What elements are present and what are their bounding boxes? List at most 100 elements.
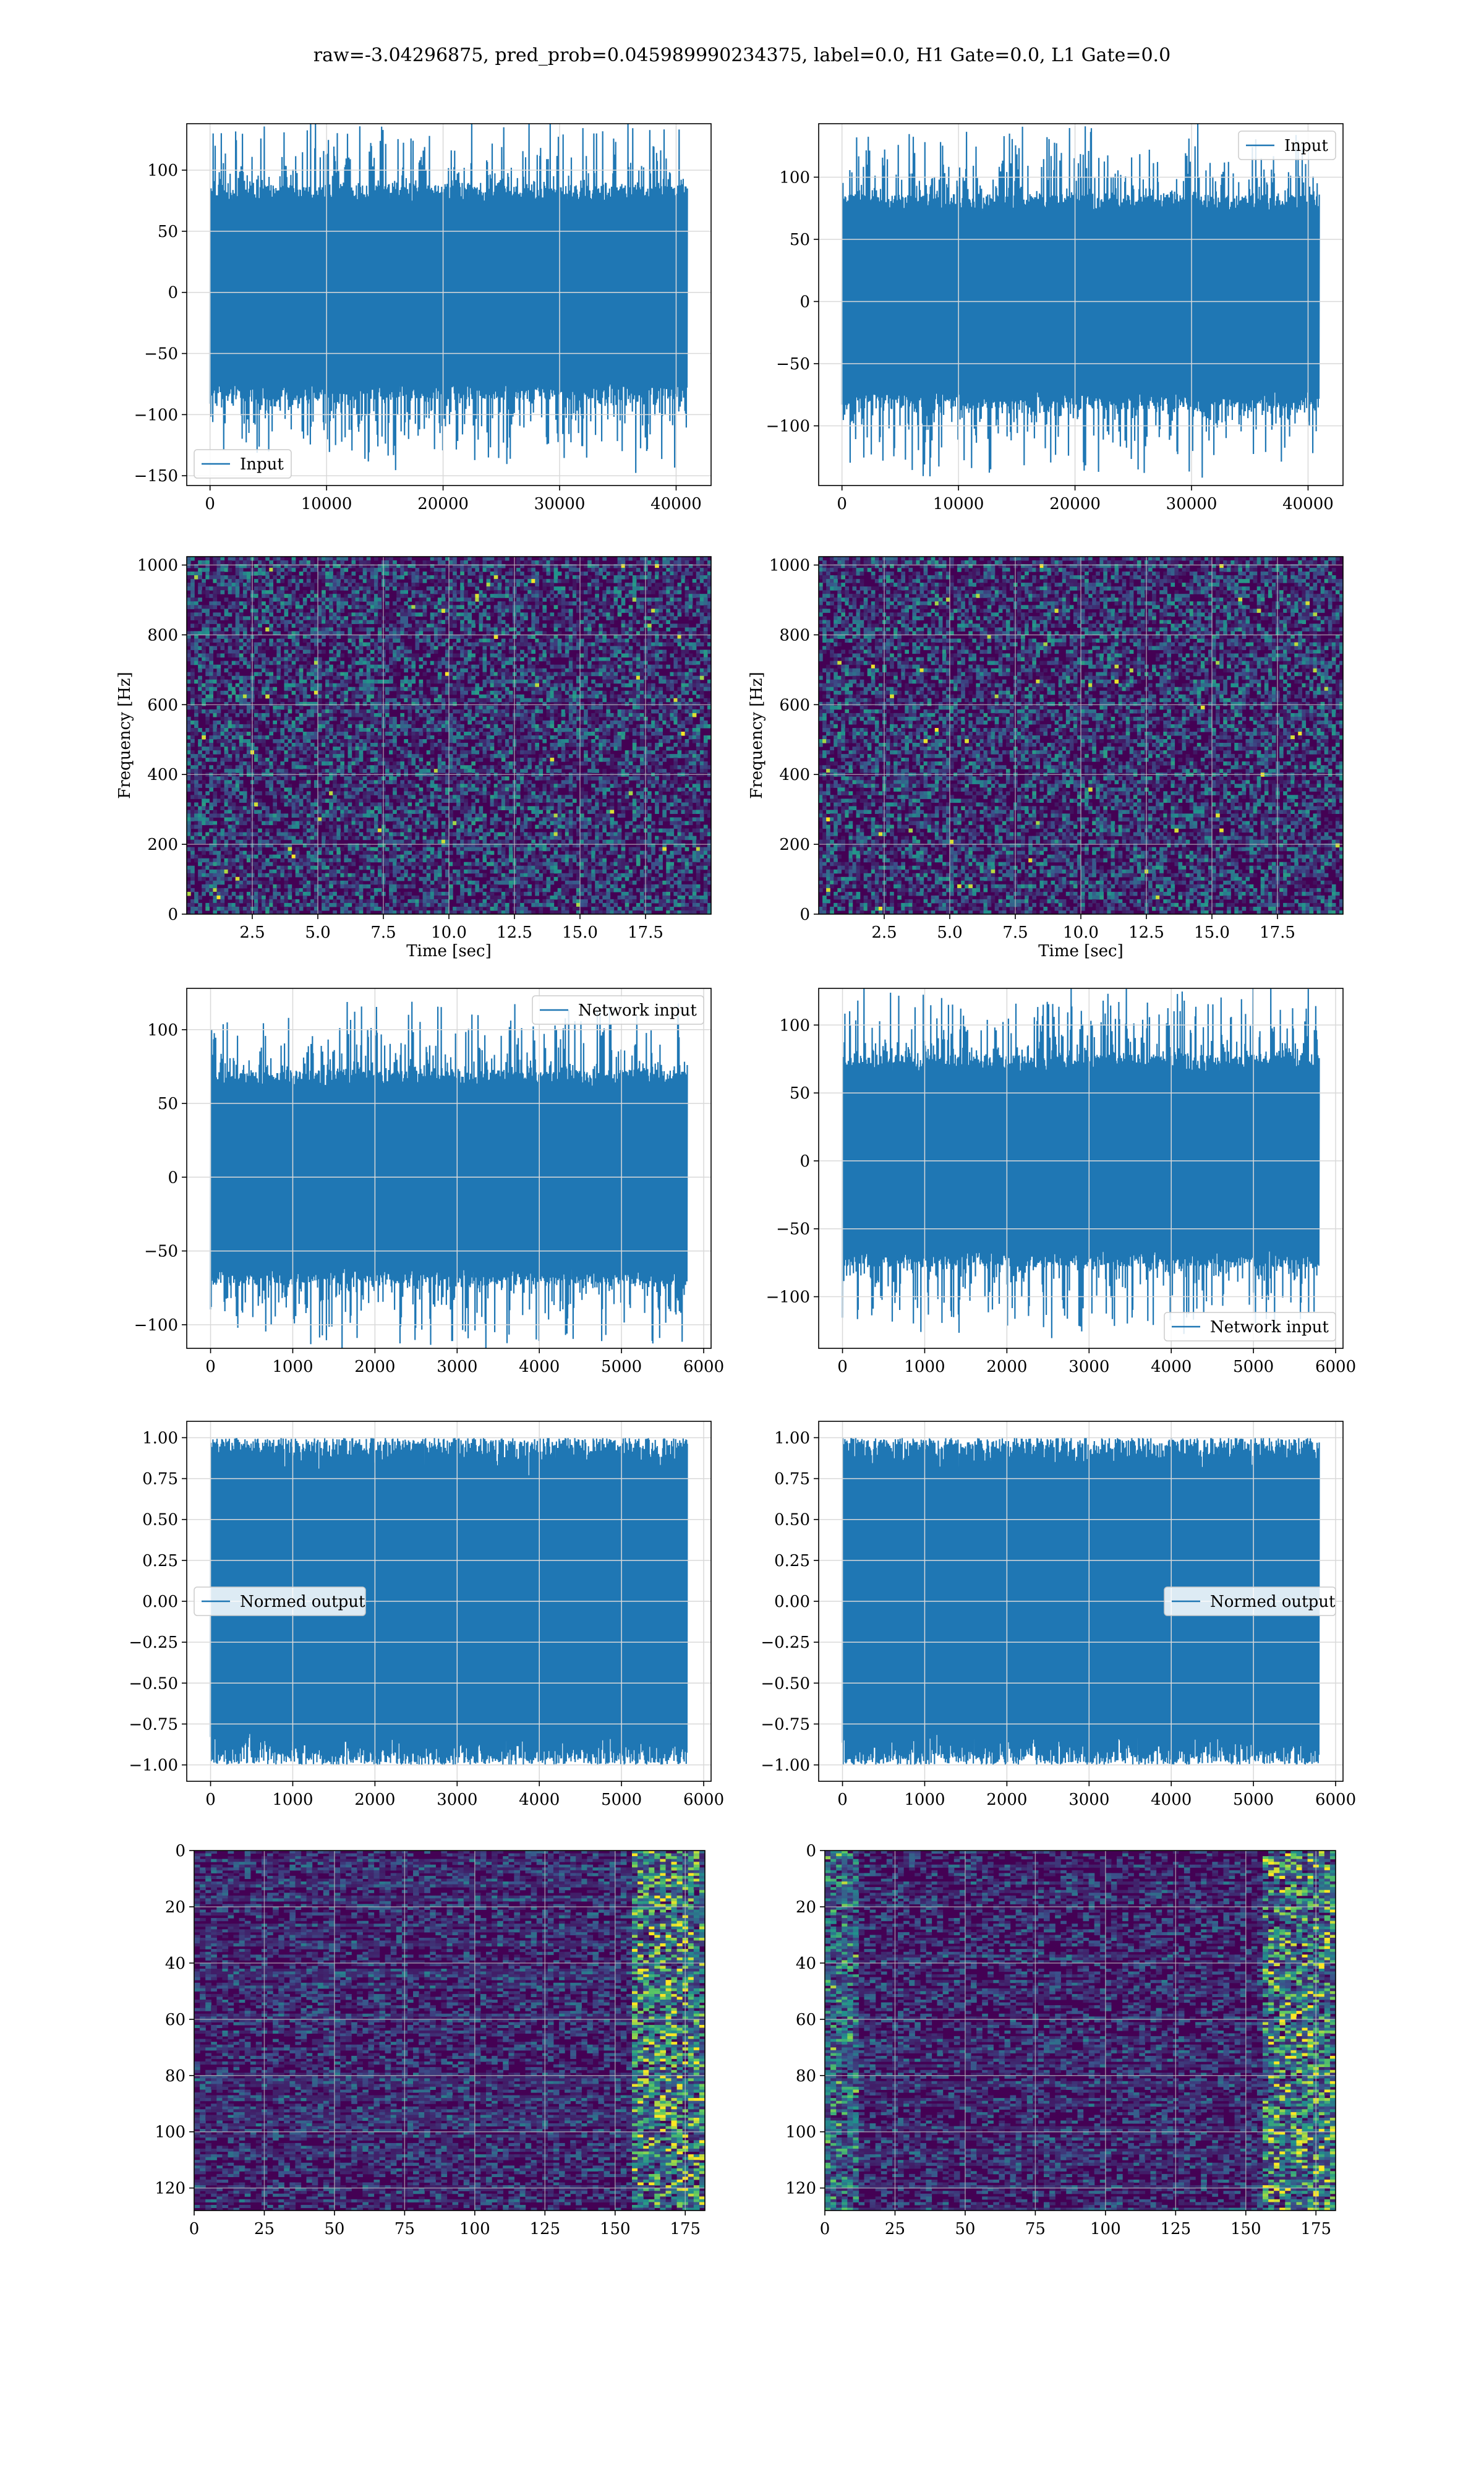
heatmap-cell (396, 635, 401, 639)
heatmap-cell (460, 620, 464, 624)
heatmap-cell (493, 653, 498, 658)
heatmap-cell (213, 616, 218, 620)
heatmap-cell (670, 560, 675, 565)
heatmap-cell (228, 575, 232, 580)
heatmap-cell (651, 560, 655, 565)
heatmap-cell (666, 705, 670, 710)
heatmap-cell (299, 579, 304, 583)
heatmap-cell (467, 631, 472, 635)
heatmap-cell (599, 661, 603, 666)
heatmap-cell (677, 732, 682, 736)
heatmap-cell (591, 642, 595, 647)
heatmap-cell (235, 635, 240, 639)
heatmap-cell (224, 705, 229, 710)
heatmap-cell (333, 612, 337, 617)
heatmap-cell (411, 720, 416, 725)
heatmap-cell (445, 635, 450, 639)
heatmap-cell (377, 612, 382, 617)
heatmap-cell (655, 631, 659, 635)
heatmap-cell (591, 698, 595, 703)
heatmap-cell (621, 627, 626, 631)
heatmap-cell (422, 646, 427, 651)
heatmap-cell (373, 664, 378, 669)
heatmap-cell (198, 653, 202, 658)
heatmap-cell (258, 568, 262, 572)
heatmap-cell (205, 687, 210, 691)
heatmap-cell (336, 694, 341, 699)
heatmap-cell (239, 690, 244, 695)
heatmap-cell (531, 627, 535, 631)
heatmap-cell (426, 732, 431, 736)
heatmap-cell (636, 672, 641, 677)
heatmap-cell (407, 568, 412, 572)
heatmap-cell (467, 716, 472, 721)
heatmap-cell (370, 638, 375, 643)
heatmap-cell (628, 728, 633, 732)
heatmap-cell (576, 575, 581, 580)
heatmap-cell (535, 668, 539, 673)
heatmap-cell (696, 575, 701, 580)
heatmap-cell (516, 739, 521, 743)
heatmap-cell (621, 557, 626, 561)
heatmap-cell (651, 664, 655, 669)
heatmap-cell (639, 575, 644, 580)
heatmap-cell (318, 627, 322, 631)
heatmap-cell (333, 616, 337, 620)
heatmap-cell (595, 586, 599, 591)
heatmap-cell (636, 732, 641, 736)
heatmap-cell (613, 672, 618, 677)
heatmap-cell (647, 560, 652, 565)
heatmap-cell (647, 616, 652, 620)
heatmap-cell (651, 605, 655, 609)
heatmap-cell (576, 735, 581, 740)
heatmap-cell (280, 761, 285, 766)
heatmap-cell (617, 747, 622, 751)
heatmap-cell (580, 743, 584, 747)
heatmap-cell (625, 690, 629, 695)
heatmap-cell (265, 679, 270, 684)
heatmap-cell (479, 705, 484, 710)
heatmap-cell (400, 720, 404, 725)
heatmap-cell (655, 557, 659, 561)
heatmap-cell (546, 720, 551, 725)
heatmap-cell (692, 635, 697, 639)
heatmap-cell (396, 627, 401, 631)
heatmap-cell (426, 735, 431, 740)
heatmap-cell (411, 701, 416, 706)
heatmap-cell (280, 557, 285, 561)
heatmap-cell (479, 571, 484, 576)
heatmap-cell (348, 675, 352, 680)
heatmap-cell (565, 638, 569, 643)
heatmap-cell (460, 646, 464, 651)
heatmap-cell (449, 716, 453, 721)
heatmap-cell (659, 597, 663, 602)
heatmap-cell (557, 557, 562, 561)
heatmap-cell (407, 586, 412, 591)
heatmap-cell (246, 557, 251, 561)
heatmap-cell (617, 560, 622, 565)
heatmap-cell (400, 557, 404, 561)
heatmap-cell (467, 616, 472, 620)
heatmap-cell (235, 560, 240, 565)
heatmap-cell (670, 623, 675, 628)
heatmap-cell (636, 713, 641, 717)
heatmap-cell (190, 675, 195, 680)
heatmap-cell (433, 623, 438, 628)
heatmap-cell (625, 609, 629, 613)
heatmap-cell (666, 739, 670, 743)
heatmap-cell (576, 664, 581, 669)
heatmap-cell (288, 716, 292, 721)
heatmap-cell (524, 683, 528, 688)
heatmap-cell (366, 646, 371, 651)
heatmap-cell (531, 631, 535, 635)
heatmap-cell (647, 743, 652, 747)
heatmap-cell (561, 720, 566, 725)
heatmap-cell (602, 724, 607, 729)
heatmap-cell (340, 732, 344, 736)
heatmap-cell (524, 575, 528, 580)
heatmap-cell (467, 568, 472, 572)
heatmap-cell (666, 586, 670, 591)
heatmap-cell (659, 575, 663, 580)
heatmap-cell (366, 597, 371, 602)
heatmap-cell (471, 747, 475, 751)
